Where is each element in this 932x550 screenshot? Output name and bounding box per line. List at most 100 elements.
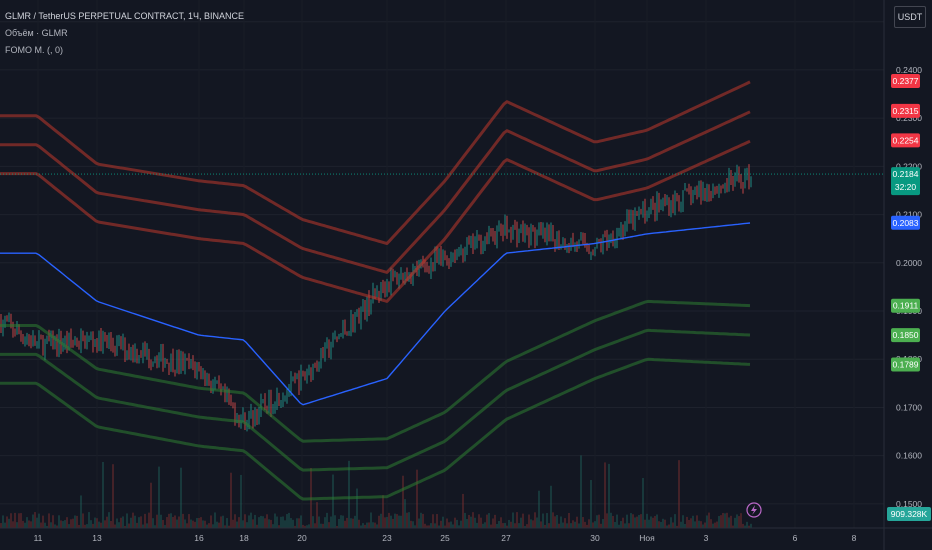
volume-bar — [558, 523, 560, 528]
volume-bar — [266, 514, 268, 528]
lightning-event-icon — [746, 502, 762, 518]
volume-bar — [594, 521, 596, 528]
volume-bar — [280, 516, 282, 528]
volume-bar — [452, 524, 454, 528]
volume-bar — [168, 513, 170, 528]
volume-bar — [554, 516, 556, 528]
time-tick-label: 6 — [793, 533, 798, 543]
candlestick-series — [0, 164, 752, 432]
volume-bar — [332, 474, 334, 528]
volume-bar — [522, 513, 524, 528]
volume-bar — [290, 518, 292, 528]
volume-bar — [456, 519, 458, 528]
volume-bar — [482, 523, 484, 528]
lower-band-1 — [0, 299, 751, 443]
volume-legend[interactable]: Объём · GLMR — [5, 28, 68, 38]
volume-bar — [82, 513, 84, 528]
volume-bar — [212, 524, 214, 528]
volume-bar — [634, 517, 636, 528]
volume-bar — [324, 517, 326, 528]
volume-bar — [210, 515, 212, 528]
volume-bar — [460, 520, 462, 528]
volume-bar — [306, 525, 308, 528]
volume-bar — [582, 517, 584, 528]
volume-bar — [238, 517, 240, 528]
volume-bar — [60, 520, 62, 528]
volume-bar — [70, 519, 72, 528]
upper-band-1-badge: 0.2254 — [891, 133, 920, 148]
volume-bar — [84, 524, 86, 528]
volume-bar — [672, 522, 674, 528]
volume-bar — [120, 517, 122, 528]
volume-bar — [514, 523, 516, 528]
volume-bar — [196, 518, 198, 528]
volume-bar — [622, 517, 624, 528]
currency-unit-button[interactable]: USDT — [894, 6, 926, 28]
volume-bar — [54, 524, 56, 528]
volume-bar — [644, 519, 646, 528]
volume-bar — [170, 513, 172, 528]
volume-bar — [148, 512, 150, 528]
volume-bar — [536, 517, 538, 528]
volume-bar — [340, 515, 342, 528]
volume-bar — [118, 522, 120, 528]
volume-bar — [624, 523, 626, 528]
volume-bar — [192, 520, 194, 528]
volume-bar — [122, 516, 124, 528]
volume-bar — [440, 520, 442, 528]
volume-bar — [106, 516, 108, 528]
volume-bar — [66, 517, 68, 528]
volume-bar — [640, 514, 642, 528]
volume-bar — [726, 512, 728, 528]
volume-bar — [364, 524, 366, 528]
volume-bar — [200, 517, 202, 528]
volume-bar — [718, 516, 720, 528]
volume-bar — [78, 524, 80, 528]
volume-badge-label: 909.328K — [891, 509, 928, 519]
volume-bar — [488, 513, 490, 528]
volume-bar — [606, 513, 608, 528]
volume-bar — [308, 524, 310, 528]
volume-bar — [696, 515, 698, 528]
volume-bar — [746, 521, 748, 528]
volume-bar — [378, 515, 380, 528]
volume-histogram — [0, 455, 752, 528]
volume-bar — [708, 512, 710, 528]
time-tick-label: 30 — [590, 533, 600, 543]
volume-bar — [178, 516, 180, 528]
volume-bar — [64, 520, 66, 528]
volume-bar — [416, 469, 418, 528]
volume-bar — [304, 525, 306, 528]
volume-bar — [162, 519, 164, 528]
volume-bar — [26, 517, 28, 528]
volume-bar — [126, 513, 128, 528]
volume-bar — [510, 521, 512, 528]
price-tick-label: 0.1600 — [896, 451, 922, 461]
volume-bar — [738, 516, 740, 528]
volume-bar — [578, 523, 580, 528]
volume-bar — [444, 525, 446, 528]
volume-bar — [336, 525, 338, 528]
volume-bar — [276, 516, 278, 528]
volume-bar — [566, 523, 568, 528]
volume-bar — [374, 522, 376, 528]
volume-bar — [284, 520, 286, 528]
volume-bar — [356, 488, 358, 528]
volume-bar — [412, 521, 414, 528]
upper-band-3-badge: 0.2377 — [891, 74, 920, 89]
volume-bar — [648, 519, 650, 528]
volume-bar — [22, 520, 24, 528]
volume-bar — [404, 499, 406, 528]
volume-bar — [712, 523, 714, 528]
volume-bar — [552, 512, 554, 528]
volume-bar — [556, 515, 558, 528]
volume-bar — [386, 516, 388, 528]
volume-bar — [228, 525, 230, 528]
volume-bar — [270, 519, 272, 528]
volume-bar — [486, 514, 488, 528]
upper-band-1-badge-label: 0.2254 — [893, 135, 919, 145]
indicator-legend[interactable]: FOMO M. (, 0) — [5, 45, 63, 55]
volume-bar — [682, 515, 684, 528]
